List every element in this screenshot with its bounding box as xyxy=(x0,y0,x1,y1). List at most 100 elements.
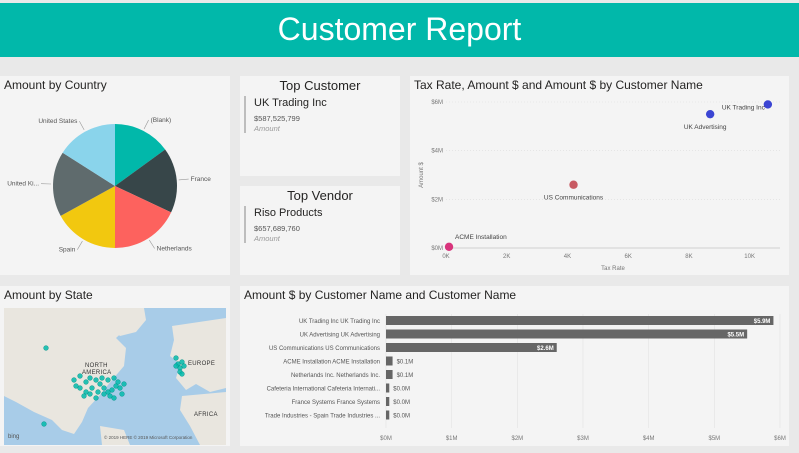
amount-by-country-title: Amount by Country xyxy=(4,78,107,92)
state-bubble-16[interactable] xyxy=(89,385,95,391)
scatter-point-label-2: US Communications xyxy=(544,195,604,202)
state-bubble-14[interactable] xyxy=(105,377,111,383)
pie-slice-2[interactable] xyxy=(115,186,172,248)
scatter-x-tick-1: 2K xyxy=(503,254,510,260)
state-bubble-26[interactable] xyxy=(93,395,99,401)
scatter-x-tick-5: 10K xyxy=(744,254,755,260)
bar-category-label-7: Trade Industries - Spain Trade Industrie… xyxy=(265,414,380,420)
bar-x-tick-2: $2M xyxy=(511,436,523,442)
bar-x-tick-4: $4M xyxy=(643,436,655,442)
bar-2[interactable] xyxy=(386,343,557,352)
pie-slice-4[interactable] xyxy=(52,152,115,216)
bar-data-label-2: $2.6M xyxy=(537,346,554,352)
bar-x-tick-5: $5M xyxy=(708,436,720,442)
bar-0[interactable] xyxy=(386,316,774,325)
state-bubble-6[interactable] xyxy=(93,377,99,383)
north-label: NORTH xyxy=(85,363,108,369)
state-bubble-10[interactable] xyxy=(109,387,115,393)
pie-label-5: United States xyxy=(38,118,78,125)
scatter-point-3[interactable] xyxy=(444,242,454,251)
state-bubble-21[interactable] xyxy=(101,391,107,397)
scatter-y-tick-2: $4M xyxy=(431,149,443,155)
state-bubble-24[interactable] xyxy=(119,391,125,397)
amount-by-customer-bar-tile[interactable]: Amount $ by Customer Name and Customer N… xyxy=(240,286,789,446)
bar-x-tick-1: $1M xyxy=(446,436,458,442)
bar-data-label-7: $0.0M xyxy=(393,414,410,420)
state-bubble-2[interactable] xyxy=(71,377,77,383)
south-america-landmass xyxy=(100,426,130,445)
bar-5[interactable] xyxy=(386,383,390,393)
top-customer-body: UK Trading Inc $587,525,799 Amount xyxy=(244,96,327,133)
state-bubble-13[interactable] xyxy=(111,375,117,381)
amount-by-customer-bar-chart[interactable]: $0M $1M $2M $3M $4M $5M $6M UK Trading Inc UK T… xyxy=(240,286,789,446)
state-bubble-28[interactable] xyxy=(87,391,93,397)
state-bubble-0[interactable] xyxy=(43,345,49,351)
scatter-x-axis-label: Tax Rate xyxy=(601,266,625,272)
africa-label: AFRICA xyxy=(194,412,218,418)
pie-slice-5[interactable] xyxy=(62,124,115,186)
state-bubble-20[interactable] xyxy=(95,389,101,395)
bar-7[interactable] xyxy=(386,410,390,420)
scatter-point-label-3: ACME Installation xyxy=(455,234,507,241)
bar-data-label-4: $0.1M xyxy=(397,373,414,379)
state-bubbles[interactable] xyxy=(4,308,226,445)
amount-by-country-tile[interactable]: Amount by Country (Blank) France Netherlan… xyxy=(0,76,230,275)
scatter-point-2[interactable] xyxy=(569,180,578,189)
bar-3[interactable] xyxy=(386,356,393,366)
tax-rate-scatter-title: Tax Rate, Amount $ and Amount $ by Custo… xyxy=(414,78,703,92)
scatter-y-tick-3: $6M xyxy=(431,100,443,106)
top-customer-card[interactable]: Top Customer UK Trading Inc $587,525,799… xyxy=(240,76,400,176)
bar-data-label-0: $5.9M xyxy=(754,319,771,325)
state-bubble-12[interactable] xyxy=(115,379,121,385)
scatter-point-0[interactable] xyxy=(763,100,773,109)
america-label: AMERICA xyxy=(82,370,112,376)
state-bubble-27[interactable] xyxy=(121,381,127,387)
state-bubble-25[interactable] xyxy=(111,395,117,401)
pie-slice-0[interactable] xyxy=(115,124,166,186)
bar-1[interactable] xyxy=(386,329,748,339)
bar-category-label-2: US Communications US Communications xyxy=(269,346,380,352)
state-bubble-4[interactable] xyxy=(83,379,89,385)
scatter-x-tick-0: 0K xyxy=(442,254,449,260)
amount-by-state-tile[interactable]: Amount by State NORTH AMERICA EUROPE AFR… xyxy=(0,286,230,446)
state-bubble-19[interactable] xyxy=(73,383,79,389)
state-bubble-37[interactable] xyxy=(179,371,185,377)
bar-4[interactable] xyxy=(386,370,393,379)
state-bubble-23[interactable] xyxy=(117,385,123,391)
bing-logo: bing xyxy=(8,434,20,440)
top-vendor-value: $657,689,760 xyxy=(254,224,300,233)
top-vendor-label: Amount xyxy=(254,234,280,243)
top-vendor-title: Top Vendor xyxy=(287,188,353,203)
pie-label-1: France xyxy=(191,176,212,183)
scatter-y-axis-label: Amount $ xyxy=(419,161,425,187)
pie-leader-line-1 xyxy=(178,178,189,181)
state-bubble-15[interactable] xyxy=(99,375,105,381)
bar-category-label-6: France Systems France Systems xyxy=(292,400,380,406)
amount-by-state-map[interactable]: NORTH AMERICA EUROPE AFRICA bing © 2019 … xyxy=(4,308,226,445)
pie-leader-line-2 xyxy=(149,239,155,249)
pie-label-4: United Ki... xyxy=(7,181,39,188)
state-bubble-8[interactable] xyxy=(101,385,107,391)
state-bubble-29[interactable] xyxy=(81,393,87,399)
tax-rate-scatter-chart[interactable]: $0M $2M $4M $6M 0K 2K 4K 6K 8K 10K Tax Rate Amount … xyxy=(410,76,789,275)
scatter-y-tick-1: $2M xyxy=(431,197,443,203)
bar-x-tick-6: $6M xyxy=(774,436,786,442)
state-bubble-34[interactable] xyxy=(181,363,187,369)
pie-label-2: Netherlands xyxy=(157,245,193,252)
pie-label-0: (Blank) xyxy=(151,117,172,124)
state-bubble-36[interactable] xyxy=(173,363,179,369)
tax-rate-scatter-tile[interactable]: Tax Rate, Amount $ and Amount $ by Custo… xyxy=(410,76,789,275)
scatter-point-1[interactable] xyxy=(705,109,715,119)
top-vendor-card[interactable]: Top Vendor Riso Products $657,689,760 Am… xyxy=(240,186,400,275)
state-bubble-7[interactable] xyxy=(97,381,103,387)
state-bubble-3[interactable] xyxy=(77,373,83,379)
bar-x-tick-3: $3M xyxy=(577,436,589,442)
pie-slice-3[interactable] xyxy=(60,186,115,248)
pie-slice-1[interactable] xyxy=(115,149,177,213)
bar-6[interactable] xyxy=(386,397,390,406)
state-bubble-1[interactable] xyxy=(41,421,47,427)
scatter-x-tick-2: 4K xyxy=(564,254,571,260)
amount-by-country-pie-chart[interactable]: (Blank) France Netherlands Spain United Ki..… xyxy=(0,76,230,275)
state-bubble-30[interactable] xyxy=(173,355,179,361)
state-bubble-5[interactable] xyxy=(87,375,93,381)
